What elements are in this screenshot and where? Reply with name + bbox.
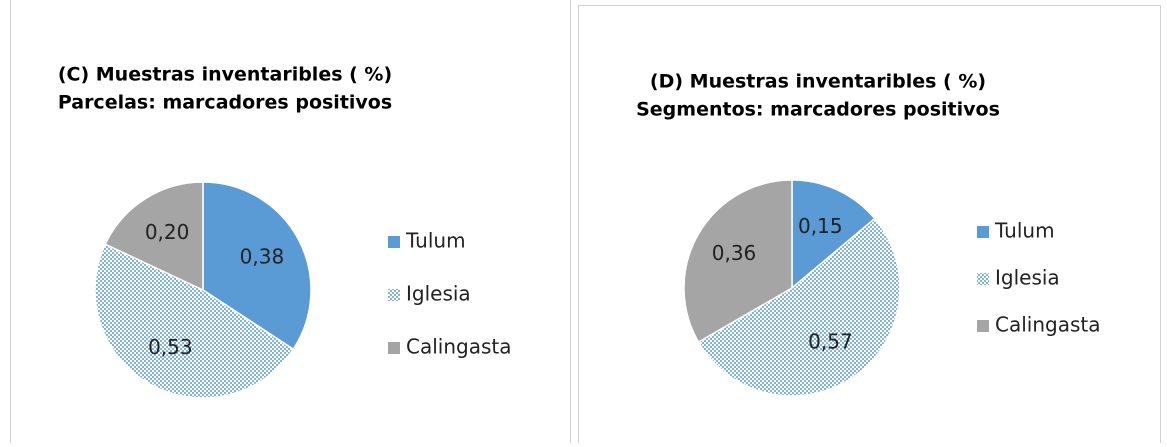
chart-title: (D) Muestras inventaribles ( %) xyxy=(650,71,986,93)
legend-swatch xyxy=(388,236,400,248)
pie-slice xyxy=(683,179,793,344)
pie-slice xyxy=(697,217,901,397)
legend-label: Iglesia xyxy=(406,282,471,306)
pie-slice xyxy=(94,243,295,399)
pie-slice xyxy=(104,181,204,292)
data-label: 0,36 xyxy=(712,241,757,265)
chart-subtitle: Segmentos: marcadores positivos xyxy=(636,99,1000,121)
chart-title: (C) Muestras inventaribles ( %) xyxy=(58,64,392,86)
data-label: 0,20 xyxy=(145,220,190,244)
legend-swatch xyxy=(388,342,400,354)
legend-label: Tulum xyxy=(994,219,1055,243)
legend-swatch xyxy=(977,320,989,332)
data-label: 0,15 xyxy=(798,214,843,238)
legend-swatch xyxy=(977,273,989,285)
data-label: 0,53 xyxy=(148,335,193,359)
legend-swatch xyxy=(977,226,989,238)
legend-label: Calingasta xyxy=(995,313,1100,337)
legend-swatch xyxy=(388,289,400,301)
pie-slice xyxy=(791,179,876,290)
legend-label: Tulum xyxy=(405,229,466,253)
data-label: 0,57 xyxy=(808,329,853,353)
chart-subtitle: Parcelas: marcadores positivos xyxy=(58,92,392,114)
data-label: 0,38 xyxy=(240,245,285,269)
legend-label: Iglesia xyxy=(995,266,1060,290)
legend-label: Calingasta xyxy=(406,335,511,359)
